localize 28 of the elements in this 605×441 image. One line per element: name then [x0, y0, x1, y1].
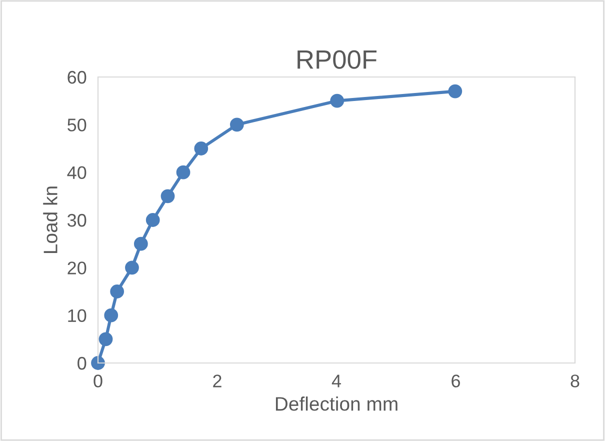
point: [104, 308, 118, 322]
point: [176, 165, 190, 180]
point: [448, 84, 462, 98]
y-tick-label: 30: [67, 214, 86, 227]
y-tick-label: 60: [68, 70, 86, 84]
point: [230, 118, 244, 132]
x-tick-label: 4: [332, 374, 341, 388]
point: [110, 284, 124, 298]
x-tick-label: 0: [94, 374, 102, 388]
point: [91, 356, 105, 370]
y-tick-label: 10: [68, 309, 86, 322]
point: [160, 189, 175, 204]
point: [125, 260, 139, 275]
x-tick-label: 2: [213, 374, 222, 388]
point: [194, 142, 208, 156]
y-tick-label: 0: [78, 356, 86, 370]
y-tick-label: 20: [68, 262, 86, 274]
y-axis-title: Load kn: [43, 186, 58, 253]
point: [146, 213, 160, 227]
x-tick-label: 6: [452, 374, 460, 388]
x-axis-title: Deflection mm: [276, 396, 398, 411]
chart-title: RP00F: [298, 50, 377, 69]
point: [134, 236, 148, 251]
point: [98, 332, 113, 346]
y-tick-label: 50: [68, 118, 86, 132]
x-tick-label: 8: [570, 374, 580, 388]
y-tick-label: 40: [67, 166, 86, 180]
point: [330, 94, 344, 108]
